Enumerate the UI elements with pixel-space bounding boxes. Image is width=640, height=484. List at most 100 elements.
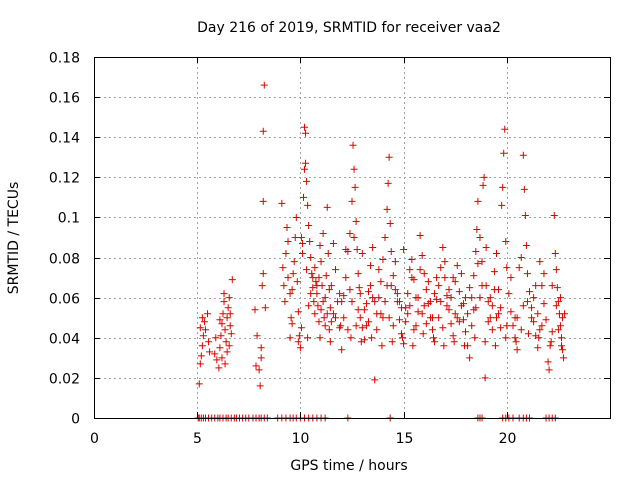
data-point (431, 338, 439, 346)
data-point (557, 334, 565, 342)
data-point (215, 364, 223, 372)
data-point (414, 294, 422, 302)
data-point (352, 322, 360, 330)
data-point (530, 318, 538, 326)
data-point (450, 338, 458, 346)
data-point (362, 300, 370, 308)
data-point (375, 294, 383, 302)
data-point (439, 244, 447, 252)
data-point (321, 294, 329, 302)
data-point (470, 272, 478, 280)
data-point (535, 334, 543, 342)
data-point (309, 284, 317, 292)
data-point (478, 258, 486, 266)
data-point (499, 183, 507, 191)
data-point (498, 201, 506, 209)
data-point (468, 294, 476, 302)
grid (94, 57, 610, 418)
data-point (416, 231, 424, 239)
data-point (524, 330, 532, 338)
data-point (540, 270, 548, 278)
data-point (283, 223, 291, 231)
data-point (478, 282, 486, 290)
data-point (321, 322, 329, 330)
data-point (329, 240, 337, 248)
data-point (428, 326, 436, 334)
data-point (302, 129, 310, 137)
data-point (310, 298, 318, 306)
data-point (369, 294, 377, 302)
data-point (355, 284, 363, 292)
data-point (337, 322, 345, 330)
data-point (259, 127, 267, 135)
data-point (315, 318, 323, 326)
data-point (395, 298, 403, 306)
data-point (481, 338, 489, 346)
data-point (402, 318, 410, 326)
data-point (538, 282, 546, 290)
data-point (303, 177, 311, 185)
data-point (474, 260, 482, 268)
data-point (340, 292, 348, 300)
data-point (278, 199, 286, 207)
data-point (542, 316, 550, 324)
data-point (383, 205, 391, 213)
data-point (398, 330, 406, 338)
data-point (348, 298, 356, 306)
data-point (391, 286, 399, 294)
data-point (199, 332, 207, 340)
data-point (534, 344, 542, 352)
data-point (338, 298, 346, 306)
data-point (220, 298, 228, 306)
data-point (196, 360, 204, 368)
data-point (292, 213, 300, 221)
data-point (540, 300, 548, 308)
data-point (256, 382, 264, 390)
data-point (371, 376, 379, 384)
data-point (338, 346, 346, 354)
data-point (216, 316, 224, 324)
data-point (439, 324, 447, 332)
data-point (327, 282, 335, 290)
data-point (557, 342, 565, 350)
data-point (474, 197, 482, 205)
data-point (317, 306, 325, 314)
data-point (253, 332, 261, 340)
data-point (553, 284, 561, 292)
data-point (419, 330, 427, 338)
data-point (378, 342, 386, 350)
data-point (323, 203, 331, 211)
data-point (486, 314, 494, 322)
data-point (284, 274, 292, 282)
data-point (546, 342, 554, 350)
data-point (386, 219, 394, 227)
data-point (486, 294, 494, 302)
data-point (484, 318, 492, 326)
data-point (223, 314, 231, 322)
data-point (356, 314, 364, 322)
data-point (435, 282, 443, 290)
data-point (381, 298, 389, 306)
data-point (257, 344, 265, 352)
data-point (302, 159, 310, 167)
data-point (511, 334, 519, 342)
data-point (519, 302, 527, 310)
data-point (455, 318, 463, 326)
data-point (551, 250, 559, 258)
data-point (351, 183, 359, 191)
data-point (545, 366, 553, 374)
data-point (418, 252, 426, 260)
data-point (377, 310, 385, 318)
data-point (373, 326, 381, 334)
data-point (550, 211, 558, 219)
data-point (326, 304, 334, 312)
data-point (327, 318, 335, 326)
data-point (284, 238, 292, 246)
data-point (298, 240, 306, 248)
data-point (281, 298, 289, 306)
data-point (391, 258, 399, 266)
data-point (445, 306, 453, 314)
data-point (259, 270, 267, 278)
